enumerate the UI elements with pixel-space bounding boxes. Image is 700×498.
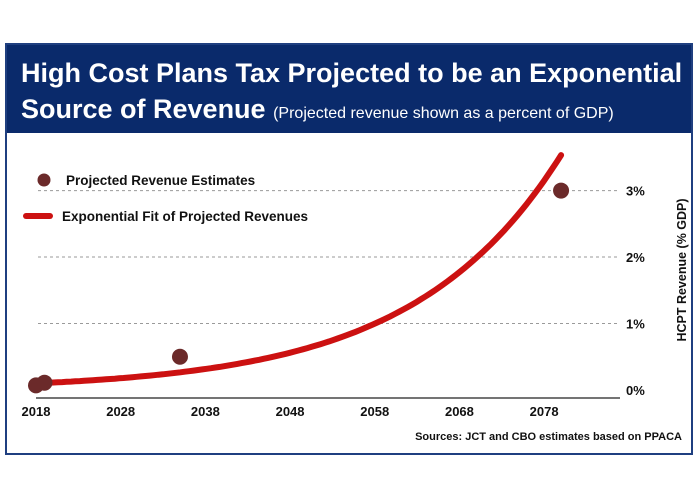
chart-subtitle: (Projected revenue shown as a percent of… <box>273 105 614 122</box>
point-layer <box>28 182 570 394</box>
x-tick-label: 2028 <box>106 404 135 419</box>
legend-point-marker <box>37 173 51 187</box>
chart-frame: High Cost Plans Tax Projected to be an E… <box>5 43 693 455</box>
x-tick-label: 2038 <box>191 404 220 419</box>
axis-layer: 0% 1% 2% 3% 2018 2028 2038 2048 2058 2068 2078 <box>22 184 646 419</box>
grid-layer <box>38 190 618 325</box>
x-tick-label: 2048 <box>276 404 305 419</box>
chart-title-line2-text: Source of Revenue <box>21 94 266 124</box>
fit-curve <box>33 152 565 387</box>
y-axis-title: HCPT Revenue (% GDP) <box>675 198 689 341</box>
fit-layer <box>33 152 565 387</box>
source-note: Sources: JCT and CBO estimates based on … <box>415 431 682 443</box>
chart-title-line2: Source of Revenue (Projected revenue sho… <box>21 91 677 132</box>
y-tick-label: 3% <box>626 184 645 199</box>
x-tick-label: 2068 <box>445 404 474 419</box>
y-tick-label: 0% <box>626 383 645 398</box>
y-tick-label: 1% <box>626 317 645 332</box>
x-tick-label: 2058 <box>360 404 389 419</box>
data-point <box>171 348 188 365</box>
y-tick-label: 2% <box>626 250 645 265</box>
legend-label-fit: Exponential Fit of Projected Revenues <box>62 209 308 224</box>
legend-layer: Projected Revenue Estimates Exponential F… <box>23 173 308 224</box>
x-tick-label: 2078 <box>530 404 559 419</box>
data-point <box>36 374 53 391</box>
legend-label-points: Projected Revenue Estimates <box>66 173 255 188</box>
data-point <box>553 182 570 199</box>
title-bar: High Cost Plans Tax Projected to be an E… <box>7 45 691 133</box>
chart-title-line1: High Cost Plans Tax Projected to be an E… <box>21 58 683 88</box>
x-tick-label: 2018 <box>22 404 51 419</box>
